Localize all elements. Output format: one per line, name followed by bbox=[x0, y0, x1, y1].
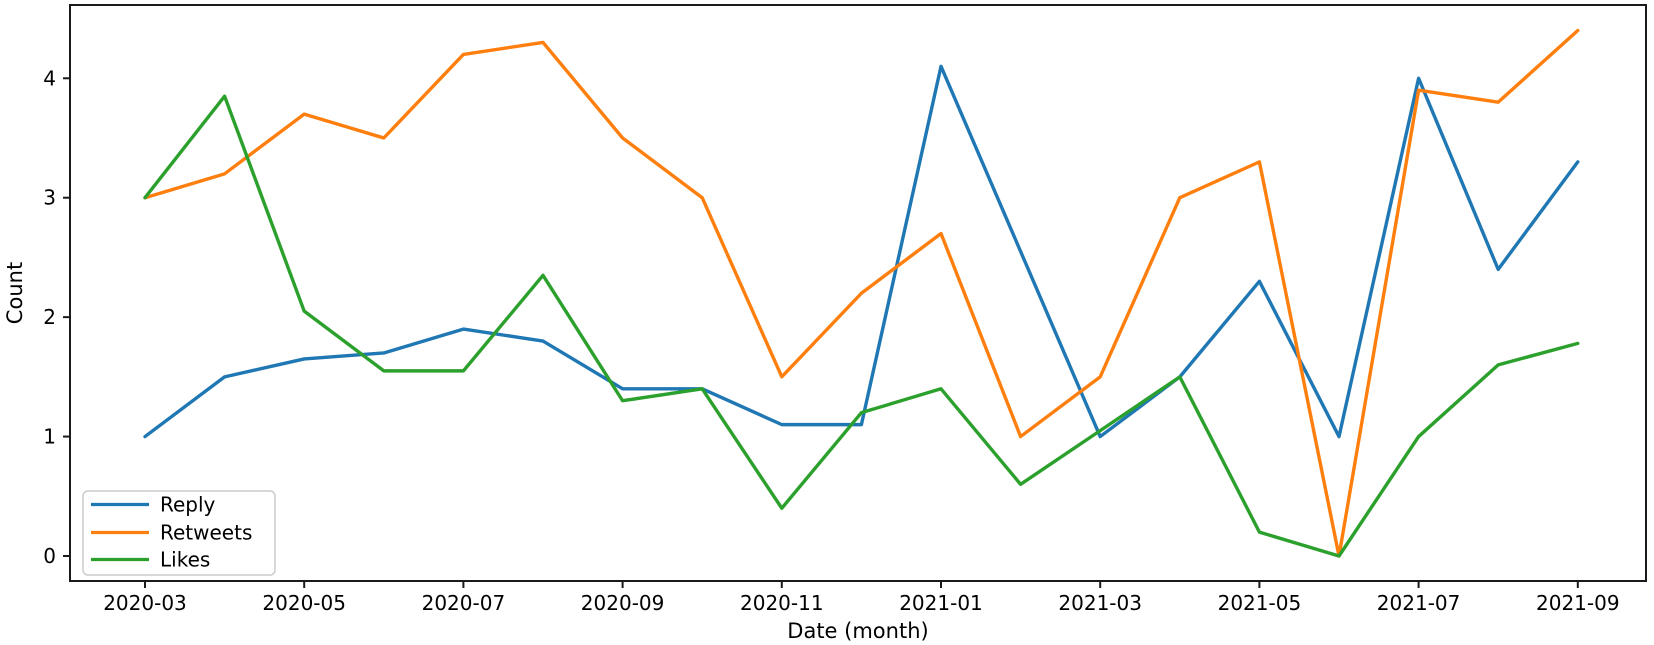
y-tick-label: 1 bbox=[43, 425, 56, 449]
x-tick-label: 2021-01 bbox=[899, 591, 983, 615]
x-tick-label: 2020-03 bbox=[103, 591, 187, 615]
x-axis-label: Date (month) bbox=[787, 619, 928, 643]
legend-item-reply: Reply bbox=[91, 493, 216, 517]
y-tick-label: 4 bbox=[43, 66, 56, 90]
x-tick-label: 2020-11 bbox=[740, 591, 824, 615]
y-tick-label: 3 bbox=[43, 186, 56, 210]
x-axis: 2020-03 2020-05 2020-07 2020-09 2020-11 2021-… bbox=[103, 581, 1620, 615]
x-tick-label: 2021-05 bbox=[1218, 591, 1302, 615]
series-lines bbox=[143, 28, 1580, 558]
legend-box bbox=[82, 490, 276, 576]
y-axis: 0 1 2 3 4 bbox=[43, 66, 70, 568]
plot-area-frame bbox=[69, 4, 1647, 582]
legend-label-likes: Likes bbox=[160, 548, 210, 572]
legend: Reply Retweets Likes bbox=[82, 490, 276, 576]
series-line-reply bbox=[143, 64, 1580, 439]
x-tick-label: 2020-05 bbox=[262, 591, 346, 615]
x-tick-label: 2020-09 bbox=[581, 591, 665, 615]
x-tick-label: 2021-07 bbox=[1377, 591, 1461, 615]
y-tick-label: 2 bbox=[43, 305, 56, 329]
legend-item-retweets: Retweets bbox=[91, 521, 252, 545]
x-tick-label: 2021-03 bbox=[1058, 591, 1142, 615]
legend-label-reply: Reply bbox=[160, 493, 216, 517]
legend-label-retweets: Retweets bbox=[160, 521, 252, 545]
series-line-likes bbox=[143, 94, 1580, 558]
y-tick-label: 0 bbox=[43, 544, 56, 568]
legend-item-likes: Likes bbox=[91, 548, 210, 572]
y-axis-label: Count bbox=[3, 262, 27, 324]
x-tick-label: 2020-07 bbox=[422, 591, 506, 615]
x-tick-label: 2021-09 bbox=[1536, 591, 1620, 615]
